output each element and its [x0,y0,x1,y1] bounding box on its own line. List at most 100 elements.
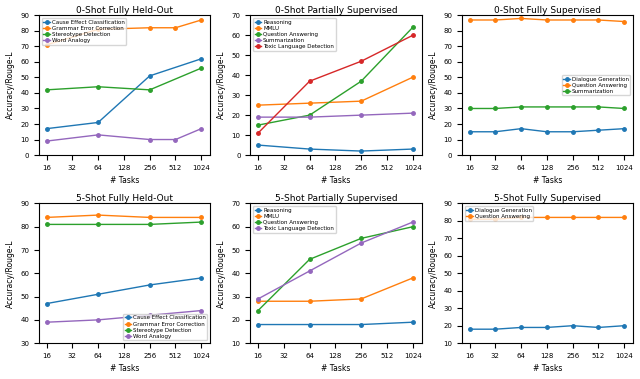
MMLU [254,103,262,107]
Grammar Error Correction [198,18,205,22]
Grammar Error Correction [43,42,51,47]
Line: Question Answering: Question Answering [468,216,626,221]
MMLU [409,276,417,280]
Cause Effect Classification [43,301,51,306]
Question Answering [543,215,551,220]
Title: 0-Shot Fully Held-Out: 0-Shot Fully Held-Out [76,6,173,14]
Reasoning [306,322,314,327]
Grammar Error Correction [94,213,102,218]
Title: 5-Shot Fully Supervised: 5-Shot Fully Supervised [494,194,601,203]
Line: Reasoning: Reasoning [256,143,415,153]
Summarization [543,105,551,109]
Question Answering [620,19,628,24]
Toxic Language Detection [409,33,417,38]
Dialogue Generation [569,130,577,134]
Stereotype Detection [146,88,154,92]
Line: Reasoning: Reasoning [256,321,415,326]
Question Answering [254,308,262,313]
Y-axis label: Accuracy/Rouge-L: Accuracy/Rouge-L [429,239,438,307]
Legend: Dialogue Generation, Question Answering: Dialogue Generation, Question Answering [465,206,533,221]
Word Analogy [94,133,102,137]
MMLU [409,75,417,80]
Line: Toxic Language Detection: Toxic Language Detection [256,34,415,135]
Line: Summarization: Summarization [468,105,626,110]
Legend: Reasoning, MMLU, Question Answering, Summarization, Toxic Language Detection: Reasoning, MMLU, Question Answering, Sum… [253,18,335,51]
Toxic Language Detection [254,131,262,135]
Grammar Error Correction [146,25,154,30]
Cause Effect Classification [146,74,154,78]
Question Answering [306,113,314,117]
Reasoning [409,147,417,151]
X-axis label: # Tasks: # Tasks [532,176,562,185]
Grammar Error Correction [172,25,179,30]
Title: 5-Shot Partially Supervised: 5-Shot Partially Supervised [275,194,397,203]
Line: Question Answering: Question Answering [468,17,626,23]
Reasoning [409,320,417,324]
Dialogue Generation [492,130,499,134]
Word Analogy [43,139,51,143]
Stereotype Detection [146,222,154,227]
Toxic Language Detection [409,220,417,224]
Y-axis label: Accuracy/Rouge-L: Accuracy/Rouge-L [6,51,15,119]
MMLU [306,101,314,105]
Question Answering [569,215,577,220]
Line: Toxic Language Detection: Toxic Language Detection [256,220,415,301]
Question Answering [620,215,628,220]
Dialogue Generation [492,327,499,332]
Question Answering [254,123,262,127]
Line: Grammar Error Correction: Grammar Error Correction [45,213,203,219]
Word Analogy [198,126,205,131]
Question Answering [357,236,365,241]
Grammar Error Correction [43,215,51,220]
Cause Effect Classification [43,126,51,131]
Dialogue Generation [620,323,628,328]
Dialogue Generation [595,128,602,133]
Summarization [409,111,417,116]
Line: Word Analogy: Word Analogy [45,127,203,143]
Toxic Language Detection [306,79,314,83]
Summarization [569,105,577,109]
Reasoning [306,147,314,151]
Dialogue Generation [620,126,628,131]
Dialogue Generation [543,325,551,330]
Y-axis label: Accuracy/Rouge-L: Accuracy/Rouge-L [6,239,15,307]
Dialogue Generation [517,325,525,330]
Title: 0-Shot Partially Supervised: 0-Shot Partially Supervised [275,6,397,14]
Summarization [492,106,499,111]
Summarization [595,105,602,109]
Legend: Cause Effect Classification, Grammar Error Correction, Stereotype Detection, Wor: Cause Effect Classification, Grammar Err… [42,18,126,45]
MMLU [254,299,262,304]
Dialogue Generation [466,327,474,332]
Question Answering [409,224,417,229]
Word Analogy [198,308,205,313]
Question Answering [595,215,602,220]
Question Answering [357,79,365,83]
Question Answering [543,18,551,22]
Stereotype Detection [43,222,51,227]
Question Answering [492,217,499,221]
X-axis label: # Tasks: # Tasks [110,365,139,373]
Title: 0-Shot Fully Supervised: 0-Shot Fully Supervised [494,6,601,14]
X-axis label: # Tasks: # Tasks [321,176,351,185]
Question Answering [466,18,474,22]
Summarization [517,105,525,109]
X-axis label: # Tasks: # Tasks [110,176,139,185]
Dialogue Generation [517,126,525,131]
Y-axis label: Accuracy/Rouge-L: Accuracy/Rouge-L [429,51,438,119]
Line: Cause Effect Classification: Cause Effect Classification [45,276,203,305]
Reasoning [254,143,262,147]
Toxic Language Detection [357,59,365,64]
Grammar Error Correction [94,27,102,31]
Stereotype Detection [43,88,51,92]
Cause Effect Classification [198,276,205,280]
Question Answering [569,18,577,22]
Y-axis label: Accuracy/Rouge-L: Accuracy/Rouge-L [217,239,226,307]
Stereotype Detection [198,220,205,224]
Toxic Language Detection [306,269,314,273]
Line: Stereotype Detection: Stereotype Detection [45,66,203,92]
Question Answering [517,16,525,21]
Line: Stereotype Detection: Stereotype Detection [45,220,203,226]
Toxic Language Detection [254,297,262,301]
Line: Dialogue Generation: Dialogue Generation [468,324,626,331]
Question Answering [492,18,499,22]
